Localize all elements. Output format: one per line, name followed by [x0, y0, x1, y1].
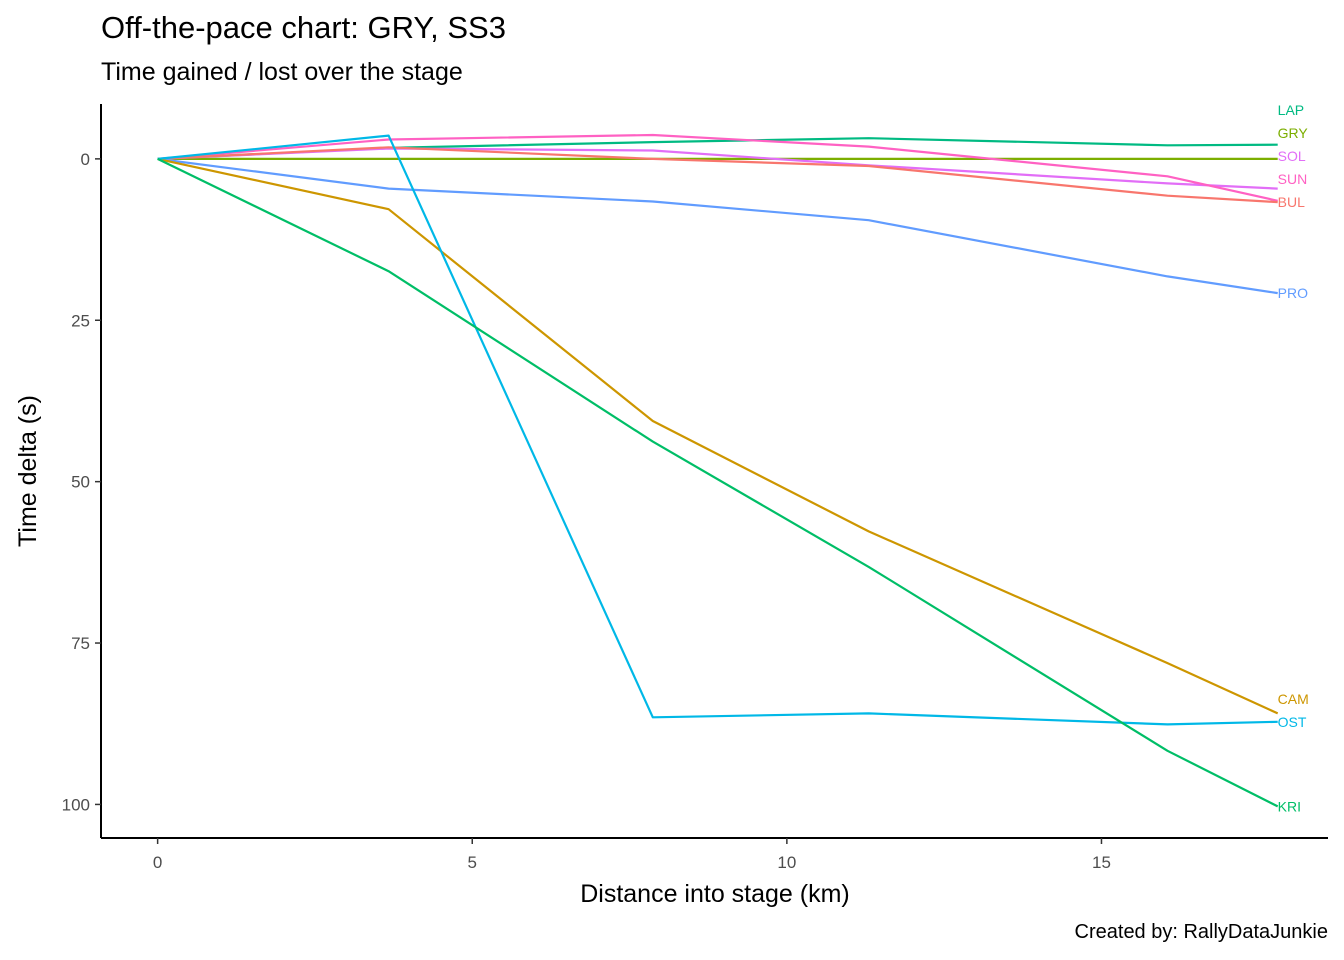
- series-label-cam: CAM: [1278, 691, 1309, 707]
- series-end-labels: LAP GRY SOL SUN BUL PRO CAM OST KRI: [1278, 102, 1309, 814]
- y-tick-label: 75: [71, 634, 90, 653]
- y-tick-label: 25: [71, 311, 90, 330]
- chart-subtitle: Time gained / lost over the stage: [101, 58, 463, 86]
- y-tick-label: 50: [71, 473, 90, 492]
- x-axis-title: Distance into stage (km): [580, 880, 850, 908]
- y-axis: 0 25 50 75 100: [62, 104, 102, 838]
- y-tick-label: 100: [62, 795, 90, 814]
- chart-caption: Created by: RallyDataJunkie: [1074, 921, 1328, 943]
- series-line-sol: [157, 147, 1278, 190]
- x-axis: 0 5 10 15: [101, 837, 1328, 872]
- chart-title: Off-the-pace chart: GRY, SS3: [101, 10, 506, 45]
- x-tick-label: 0: [153, 853, 162, 872]
- series-label-kri: KRI: [1278, 798, 1301, 814]
- series-label-sun: SUN: [1278, 171, 1308, 187]
- series-label-gry: GRY: [1278, 125, 1309, 141]
- series-label-pro: PRO: [1278, 285, 1308, 301]
- series-line-pro: [157, 157, 1278, 295]
- y-axis-title: Time delta (s): [14, 395, 42, 547]
- x-tick-label: 5: [468, 853, 477, 872]
- series-line-kri: [157, 157, 1279, 808]
- x-tick-label: 10: [777, 853, 796, 872]
- series-label-ost: OST: [1278, 714, 1307, 730]
- series-label-bul: BUL: [1278, 194, 1305, 210]
- series-label-sol: SOL: [1278, 148, 1306, 164]
- series-line-ost: [157, 134, 1278, 726]
- series-label-lap: LAP: [1278, 102, 1304, 118]
- y-tick-label: 0: [81, 150, 90, 169]
- series-line-cam: [157, 157, 1279, 715]
- series-lines: [157, 133, 1279, 808]
- series-line-sun: [157, 133, 1278, 202]
- series-line-bul: [157, 146, 1278, 204]
- x-tick-label: 15: [1092, 853, 1111, 872]
